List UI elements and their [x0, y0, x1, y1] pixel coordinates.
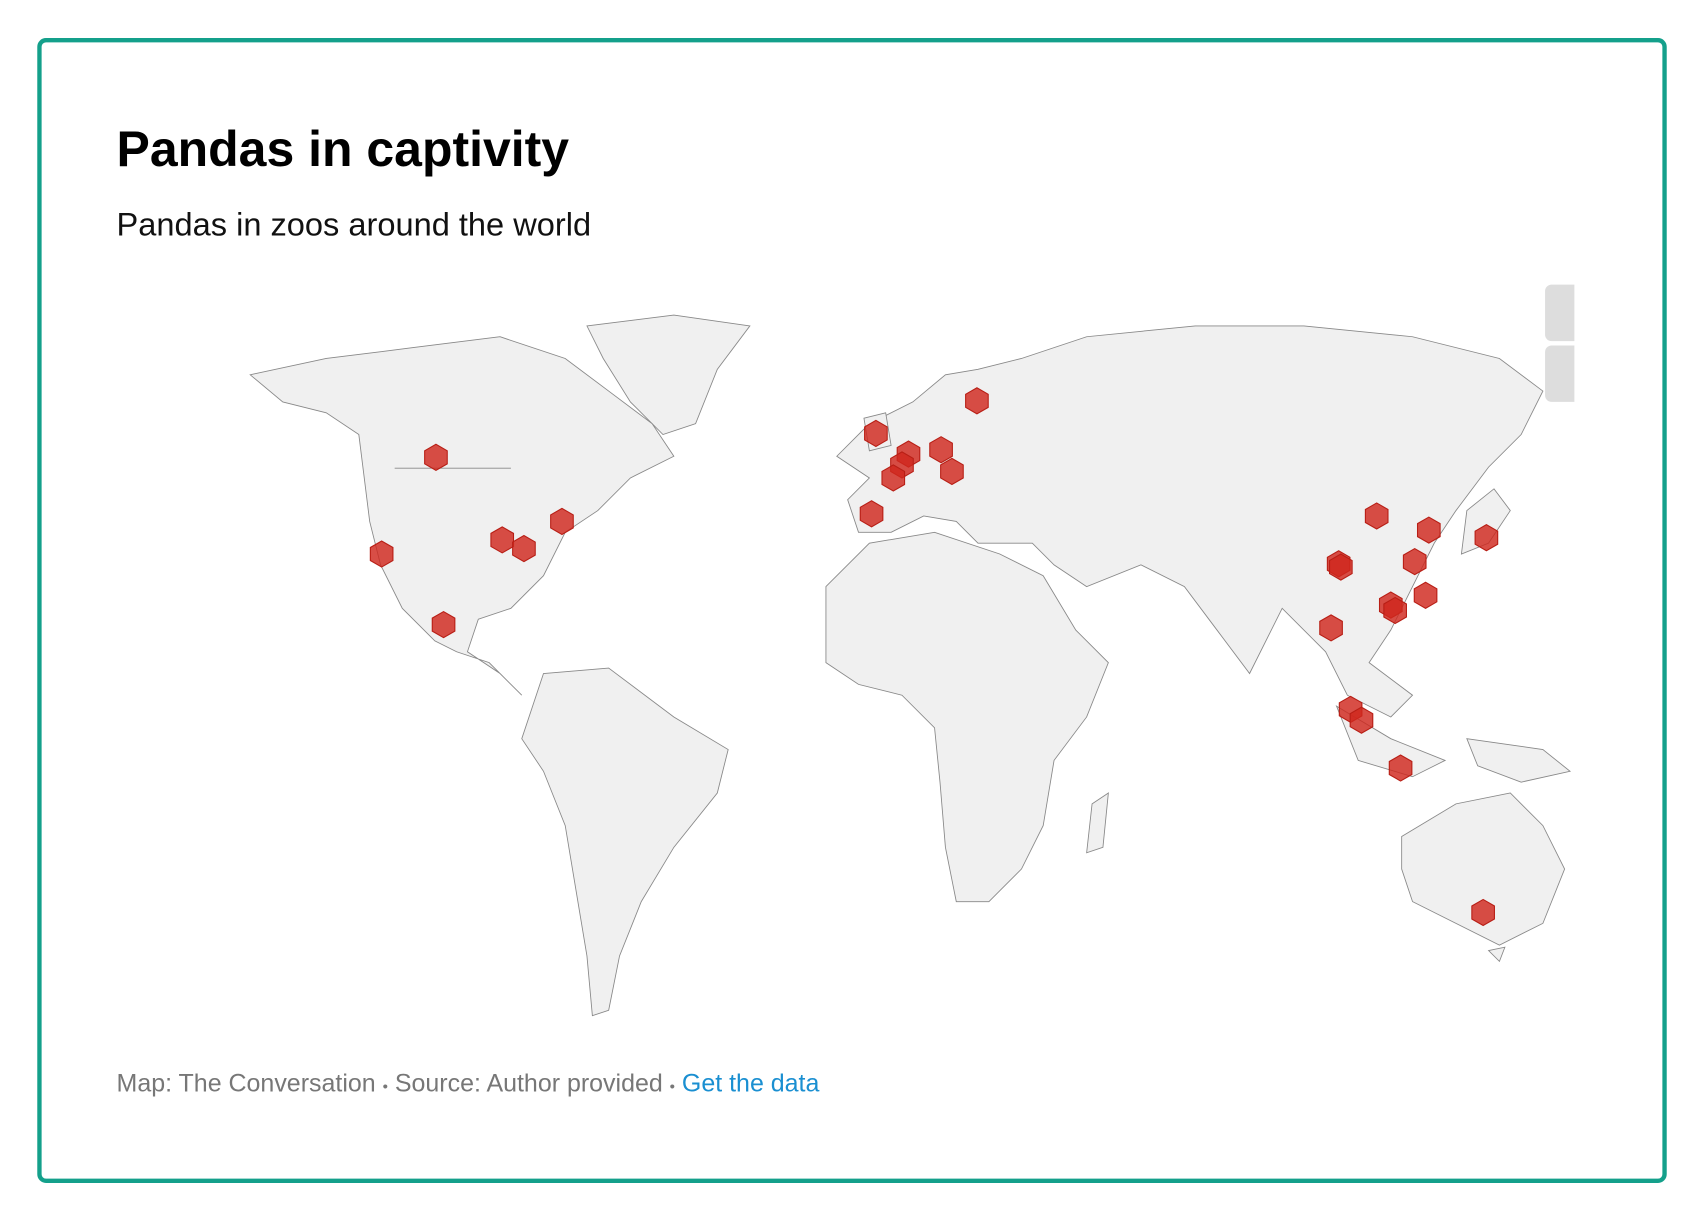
title: Pandas in captivity: [117, 121, 570, 177]
zoo-marker[interactable]: [1349, 706, 1374, 734]
land: [836, 325, 1544, 718]
credit: Map: The Conversation: [117, 1070, 376, 1098]
zoo-marker[interactable]: [1388, 754, 1413, 782]
zoo-marker[interactable]: [424, 443, 448, 471]
zoo-marker[interactable]: [929, 436, 953, 464]
zoo-marker[interactable]: [1383, 596, 1407, 625]
subtitle: Pandas in zoos around the world: [117, 207, 592, 243]
zoo-marker[interactable]: [940, 457, 964, 486]
zoo-marker[interactable]: [431, 610, 456, 639]
zoo-markers: [369, 387, 1499, 927]
land: [1487, 946, 1506, 963]
footer: Map: The Conversation • Source: Author p…: [117, 1070, 820, 1098]
zoo-marker[interactable]: [369, 540, 394, 568]
zoo-marker[interactable]: [859, 500, 884, 528]
land: [825, 531, 1109, 903]
zoo-marker[interactable]: [1474, 524, 1499, 552]
source: Source: Author provided: [395, 1070, 663, 1098]
land: [1401, 792, 1566, 946]
land: [1086, 792, 1109, 854]
data-link[interactable]: Get the data: [682, 1070, 820, 1098]
zoo-marker[interactable]: [512, 534, 536, 563]
land: [586, 314, 751, 436]
land: [521, 667, 729, 1017]
map-clip: [1574, 271, 1662, 424]
zoo-marker[interactable]: [1413, 581, 1438, 609]
land: [1466, 738, 1572, 783]
zoo-marker[interactable]: [881, 464, 906, 492]
land: [1460, 488, 1511, 555]
zoo-marker[interactable]: [1416, 516, 1441, 544]
zoo-marker[interactable]: [1402, 547, 1427, 576]
separator: •: [670, 1079, 675, 1096]
zoo-marker[interactable]: [490, 526, 515, 554]
zoo-marker[interactable]: [1319, 614, 1343, 642]
zoo-marker[interactable]: [864, 419, 888, 448]
zoo-marker[interactable]: [1328, 553, 1353, 581]
separator: •: [383, 1079, 388, 1096]
land: [249, 336, 675, 696]
zoo-marker[interactable]: [965, 387, 989, 415]
zoo-marker[interactable]: [1471, 898, 1495, 927]
zoo-marker[interactable]: [1364, 502, 1389, 530]
zoo-marker[interactable]: [550, 507, 574, 536]
